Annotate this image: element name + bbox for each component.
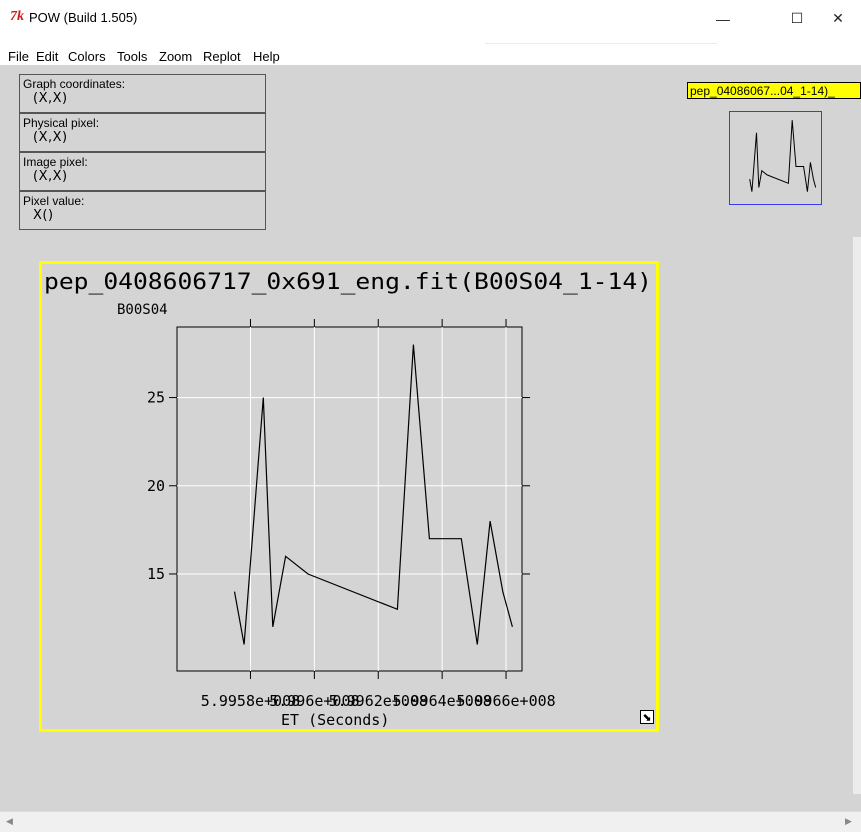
scroll-right-icon[interactable]: ▶ [845, 816, 852, 826]
graph-coordinates-value: (X,X) [33, 91, 68, 106]
thumbnail-preview[interactable] [729, 111, 822, 205]
thumbnail-svg [749, 120, 817, 192]
menu-tools[interactable]: Tools [117, 49, 148, 64]
thumbnail-label[interactable]: pep_04086067...04_1-14)_ [687, 82, 861, 99]
horizontal-scrollbar[interactable]: ◀ ▶ [0, 811, 861, 832]
menu-edit[interactable]: Edit [36, 49, 59, 64]
pixel-value-value: X() [33, 208, 54, 223]
scroll-left-icon[interactable]: ◀ [6, 816, 13, 826]
physical-pixel-value: (X,X) [33, 130, 68, 145]
image-pixel-value: (X,X) [33, 169, 68, 184]
menu-file[interactable]: File [8, 49, 29, 64]
pixel-value-panel: Pixel value: X() [19, 191, 266, 230]
graph-coordinates-label: Graph coordinates: [23, 77, 126, 91]
window-title: POW (Build 1.505) [29, 10, 138, 25]
image-pixel-label: Image pixel: [23, 155, 88, 169]
menu-colors[interactable]: Colors [68, 49, 106, 64]
menu-zoom[interactable]: Zoom [159, 49, 193, 64]
graph-frame[interactable] [39, 261, 659, 732]
vertical-scrollbar[interactable] [853, 237, 861, 794]
graph-coordinates-panel: Graph coordinates: (X,X) [19, 74, 266, 113]
tk-logo-icon: 7k [10, 9, 24, 24]
title-divider [485, 43, 717, 44]
close-button[interactable]: ✕ [832, 10, 844, 26]
title-bar: 7k POW (Build 1.505) — ☐ ✕ [0, 0, 861, 37]
image-pixel-panel: Image pixel: (X,X) [19, 152, 266, 191]
thumbnail-series-line [749, 120, 817, 192]
physical-pixel-panel: Physical pixel: (X,X) [19, 113, 266, 152]
menu-replot[interactable]: Replot [203, 49, 241, 64]
resize-handle-icon[interactable]: ⬊ [640, 710, 654, 724]
minimize-button[interactable]: — [716, 10, 730, 27]
menu-help[interactable]: Help [253, 49, 280, 64]
physical-pixel-label: Physical pixel: [23, 116, 100, 130]
maximize-button[interactable]: ☐ [790, 10, 804, 26]
menu-bar: File Edit Colors Tools Zoom Replot Help [0, 37, 861, 65]
pixel-value-label: Pixel value: [23, 194, 85, 208]
